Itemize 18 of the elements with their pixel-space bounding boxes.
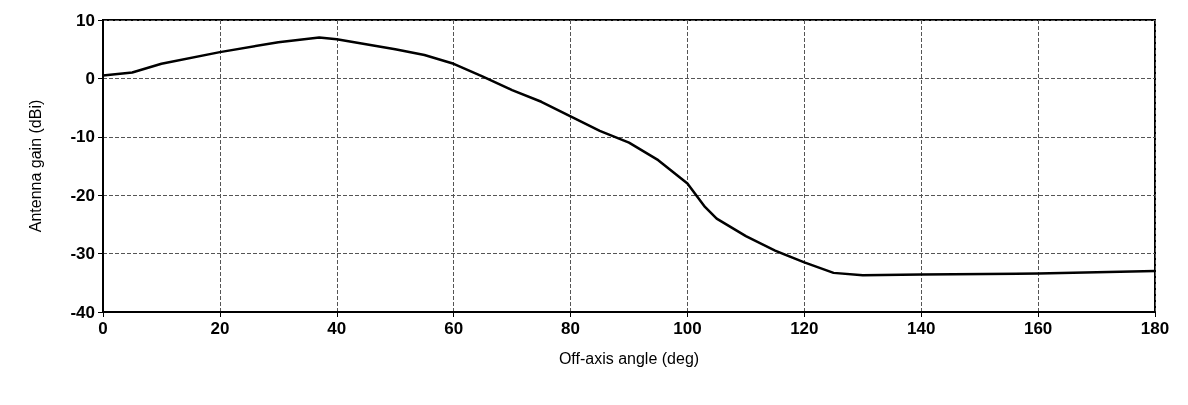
x-tick-label: 140 xyxy=(907,319,936,338)
x-tick-label: 0 xyxy=(98,319,108,338)
x-tick-label: 100 xyxy=(673,319,702,338)
y-axis-title: Antenna gain (dBi) xyxy=(26,99,44,233)
x-tick-label: 180 xyxy=(1140,319,1170,338)
y-tick-label: 10 xyxy=(76,10,95,30)
x-tick-label: 20 xyxy=(210,319,230,338)
x-axis-title: Off-axis angle (deg) xyxy=(558,349,700,367)
x-tick-label: 80 xyxy=(561,319,581,338)
x-tick-label: 60 xyxy=(444,319,464,338)
y-tick-label: -10 xyxy=(70,127,95,147)
y-tick-label: -20 xyxy=(70,185,95,205)
x-tick-label: 120 xyxy=(790,319,819,338)
x-tick-label: 40 xyxy=(327,319,347,338)
y-tick-label: -40 xyxy=(70,302,95,322)
y-tick-label: 0 xyxy=(85,68,95,88)
y-tick-label: -30 xyxy=(70,244,95,264)
x-tick-label: 160 xyxy=(1023,319,1053,338)
